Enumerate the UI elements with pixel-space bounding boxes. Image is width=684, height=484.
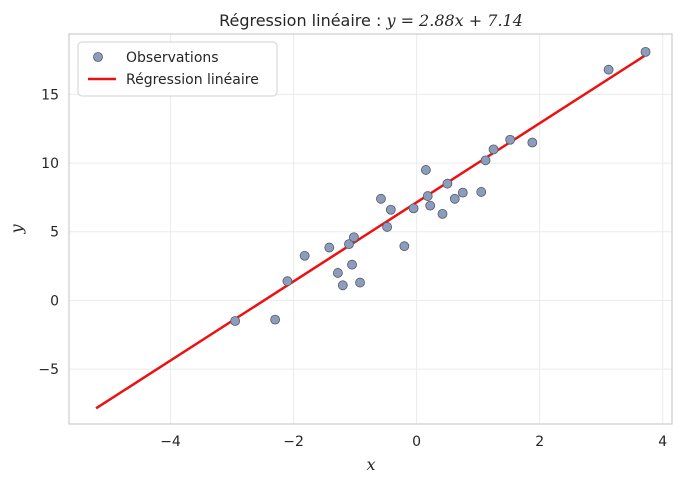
data-point	[348, 232, 359, 243]
regression-line	[95, 54, 645, 410]
data-point	[385, 204, 396, 215]
data-point	[488, 144, 499, 155]
y-tick-label: 15	[41, 87, 59, 103]
data-point	[425, 200, 436, 211]
x-tick-label: −4	[160, 434, 181, 450]
data-point	[457, 187, 468, 198]
x-tick-label: 4	[658, 434, 667, 450]
data-point	[270, 314, 281, 325]
chart-title: Régression linéaire : y = 2.88x + 7.14	[219, 11, 523, 30]
data-point	[437, 208, 448, 219]
legend: Observations Régression linéaire	[77, 41, 278, 97]
data-point	[420, 165, 431, 175]
chart-title-prefix: Régression linéaire :	[219, 11, 386, 30]
data-point	[480, 155, 491, 166]
data-point	[282, 276, 293, 287]
data-point	[505, 134, 516, 145]
data-point	[408, 203, 419, 214]
data-point	[399, 241, 410, 252]
grid	[69, 34, 672, 424]
data-point	[299, 250, 310, 261]
data-point	[527, 137, 538, 148]
legend-label-observations: Observations	[126, 50, 219, 66]
data-point	[449, 193, 460, 204]
data-point	[344, 239, 354, 250]
plot-frame	[68, 33, 673, 425]
data-point	[230, 316, 241, 326]
data-point	[355, 277, 365, 288]
data-point	[332, 268, 343, 278]
x-axis-label: x	[366, 455, 375, 474]
data-point	[476, 187, 487, 197]
data-point	[324, 242, 335, 253]
data-point	[376, 193, 386, 204]
x-tick-label: 2	[535, 434, 544, 450]
legend-marker-observations	[93, 52, 103, 62]
x-tick-label: 0	[412, 434, 421, 450]
y-tick-label: −5	[38, 362, 59, 378]
tick-labels: −4 −2 0 2 4 −5 0 5 10 15	[38, 87, 667, 450]
legend-box	[77, 41, 278, 97]
regression-line-layer	[95, 54, 645, 410]
chart-title-equation: y = 2.88x + 7.14	[385, 11, 522, 30]
y-tick-label: 10	[41, 156, 59, 172]
x-tick-label: −2	[283, 434, 304, 450]
y-axis-label: y	[7, 224, 26, 235]
scatter-points	[230, 46, 651, 326]
y-tick-label: 5	[50, 225, 59, 241]
data-point	[347, 259, 357, 270]
y-tick-label: 0	[50, 293, 59, 309]
data-point	[603, 64, 614, 75]
data-point	[442, 178, 453, 189]
data-point	[640, 46, 651, 57]
data-point	[337, 280, 348, 291]
legend-label-regression: Régression linéaire	[126, 72, 259, 88]
data-point	[422, 191, 433, 201]
data-point	[382, 222, 393, 232]
